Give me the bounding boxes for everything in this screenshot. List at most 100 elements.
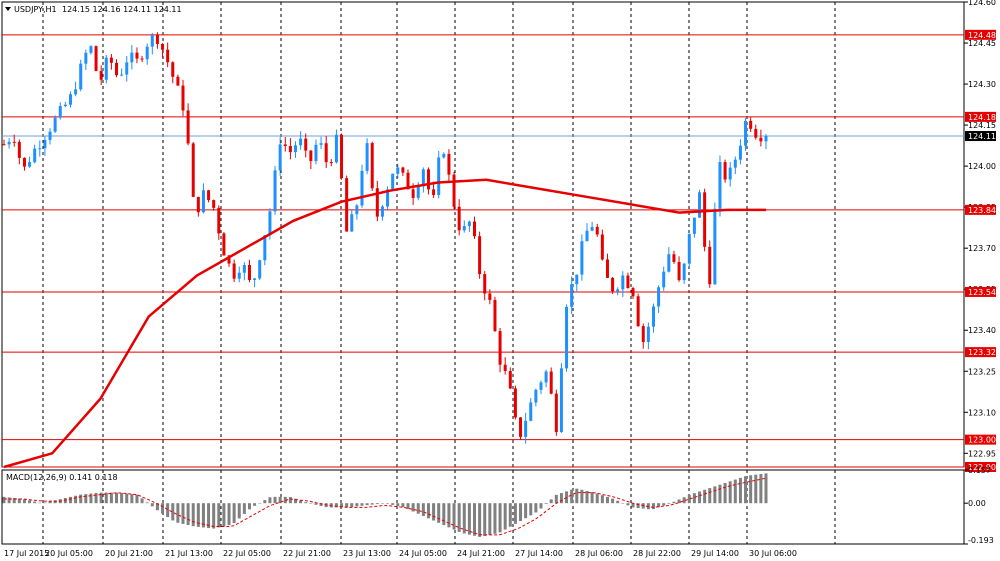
candle-body <box>17 141 21 158</box>
macd-histogram-bar <box>483 503 487 537</box>
candle-body <box>657 287 661 307</box>
price-level-tag <box>965 347 996 358</box>
candle-body <box>283 144 287 147</box>
candle-body <box>2 144 6 146</box>
macd-histogram-bar <box>539 503 543 509</box>
candle-body <box>74 89 78 95</box>
time-tick-label: 22 Jul 21:00 <box>283 549 331 558</box>
candle-body <box>467 221 471 227</box>
macd-histogram-bar <box>411 503 415 512</box>
macd-histogram-bar <box>288 497 292 504</box>
macd-histogram-bar <box>493 503 497 534</box>
candle-body <box>651 306 655 327</box>
time-tick-label: 30 Jul 06:00 <box>749 549 797 558</box>
macd-histogram-bar <box>273 496 277 504</box>
candle-body <box>442 153 446 158</box>
macd-histogram-bar <box>309 503 313 504</box>
price-tick-label: 124.30 <box>968 80 996 89</box>
macd-histogram-bar <box>186 503 190 526</box>
candle-body <box>28 162 32 167</box>
macd-histogram-bar <box>478 503 482 537</box>
candle-body <box>447 153 451 175</box>
candle-body <box>304 138 308 151</box>
macd-histogram-bar <box>135 494 139 504</box>
macd-histogram-bar <box>38 502 42 504</box>
time-tick-label: 21 Jul 13:00 <box>165 549 213 558</box>
candle-body <box>682 263 686 281</box>
price-tick-label: 122.95 <box>968 449 996 458</box>
candle-body <box>401 167 405 173</box>
candle-body <box>718 162 722 209</box>
candle-body <box>478 236 482 275</box>
macd-histogram-bar <box>278 496 282 504</box>
macd-histogram-bar <box>17 498 21 504</box>
candle-body <box>738 145 742 160</box>
candle-body <box>539 382 543 390</box>
macd-histogram-bar <box>503 503 507 530</box>
candle-body <box>396 167 400 174</box>
candle-body <box>728 167 732 180</box>
macd-histogram-bar <box>217 503 221 528</box>
price-tick-label: 123.10 <box>968 408 996 417</box>
candle-body <box>273 170 277 212</box>
candle-body <box>692 217 696 234</box>
macd-histogram-bar <box>253 503 257 506</box>
price-level-label: 124.18 <box>968 113 996 122</box>
price-level-label: 123.32 <box>968 348 996 357</box>
candle-body <box>38 148 42 150</box>
candle-body <box>411 189 415 198</box>
macd-histogram-bar <box>196 503 200 527</box>
macd-histogram-bar <box>360 503 364 506</box>
candle-body <box>12 141 16 143</box>
macd-histogram-bar <box>636 503 640 509</box>
candle-body <box>626 275 630 289</box>
candle-body <box>94 46 98 71</box>
macd-histogram-bar <box>232 503 236 523</box>
macd-tick-label: 0.157 <box>968 466 991 475</box>
candle-body <box>150 35 154 47</box>
macd-histogram <box>2 473 768 537</box>
macd-histogram-bar <box>176 503 180 523</box>
candle-body <box>324 143 328 163</box>
candle-body <box>7 141 11 145</box>
macd-histogram-bar <box>79 494 83 504</box>
price-level-tag <box>965 434 996 445</box>
candle-body <box>605 259 609 278</box>
price-level-tag <box>965 462 996 472</box>
macd-histogram-bar <box>452 503 456 530</box>
time-tick-label: 28 Jul 22:00 <box>633 549 681 558</box>
macd-histogram-bar <box>667 503 671 504</box>
macd-histogram-bar <box>703 489 707 504</box>
macd-histogram-bar <box>68 496 72 504</box>
macd-histogram-bar <box>488 503 492 535</box>
candle-body <box>109 57 113 63</box>
candle-body <box>519 417 523 437</box>
time-tick-label: 20 Jul 05:00 <box>45 549 93 558</box>
candle-body <box>503 364 507 372</box>
macd-histogram-bar <box>43 502 47 504</box>
collapse-triangle-icon[interactable] <box>5 7 11 11</box>
macd-histogram-bar <box>759 474 763 504</box>
candle-body <box>222 233 226 256</box>
macd-histogram-bar <box>2 496 6 504</box>
candle-body <box>53 117 57 132</box>
price-level-label: 123.84 <box>968 206 996 215</box>
price-levels: 124.48 124.18 123.84 123.54 123.32 123.00 122.… <box>2 29 996 472</box>
macd-histogram-bar <box>590 492 594 504</box>
candle-body <box>636 296 640 327</box>
candle-body <box>309 150 313 162</box>
candle-body <box>549 371 553 394</box>
macd-pane-frame <box>1 469 965 545</box>
candle-body <box>63 104 67 107</box>
candle-body <box>329 162 333 164</box>
candle-body <box>631 288 635 297</box>
candle-body <box>590 226 594 231</box>
candle-body <box>677 261 681 281</box>
candle-body <box>600 234 604 260</box>
macd-histogram-bar <box>375 503 379 505</box>
macd-histogram-bar <box>421 503 425 516</box>
candle-body <box>365 143 369 171</box>
macd-histogram-bar <box>580 489 584 504</box>
macd-histogram-bar <box>554 494 558 504</box>
